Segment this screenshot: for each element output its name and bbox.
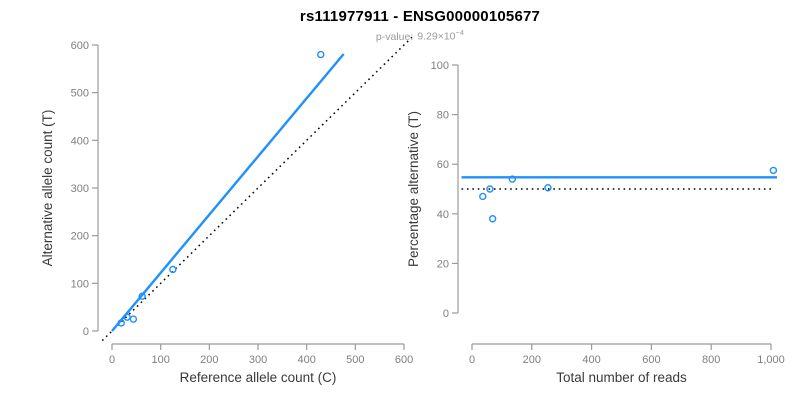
data-point bbox=[138, 292, 146, 300]
data-point bbox=[317, 50, 325, 59]
pvalue-base: 10 bbox=[443, 30, 456, 43]
data-point bbox=[169, 265, 177, 274]
x-tick-label: 400 bbox=[582, 354, 600, 366]
y-tick-label: 500 bbox=[71, 88, 89, 100]
y-axis-title: Percentage alternative (T) bbox=[406, 111, 421, 267]
pct-vs-total-panel: 0 20 40 60 80 100 0 200 400 600 800 1,000 Total numb… bbox=[406, 60, 785, 385]
title-block: rs111977911 - ENSG00000105677 p-value: 9.… bbox=[0, 8, 800, 43]
y-axis-title: Alternative allele count (T) bbox=[40, 110, 55, 267]
data-point bbox=[544, 184, 552, 192]
y-tick-label: 300 bbox=[71, 183, 89, 195]
data-point bbox=[117, 319, 125, 327]
y-tick-label: 200 bbox=[71, 231, 89, 243]
x-tick-label: 500 bbox=[346, 354, 364, 366]
data-point bbox=[769, 166, 778, 175]
y-tick-label: 0 bbox=[443, 308, 449, 320]
y-tick-label: 600 bbox=[71, 40, 89, 52]
data-point bbox=[488, 215, 497, 223]
x-tick-label: 200 bbox=[523, 354, 541, 366]
x-tick-label: 800 bbox=[702, 354, 720, 366]
x-tick-label: 0 bbox=[469, 354, 475, 366]
y-tick-label: 60 bbox=[437, 159, 449, 171]
pvalue-exponent: −4 bbox=[455, 28, 465, 37]
data-point bbox=[508, 175, 517, 183]
pvalue-label: p-value: bbox=[375, 30, 414, 43]
y-tick-label: 100 bbox=[71, 278, 89, 290]
y-tick-label: 80 bbox=[437, 110, 449, 122]
x-tick-label: 400 bbox=[298, 354, 316, 366]
x-tick-label: 600 bbox=[395, 354, 413, 366]
pvalue-subtitle: p-value: 9.29×10−4 bbox=[40, 28, 800, 43]
identity-line bbox=[101, 35, 414, 342]
ref-vs-alt-panel: 0 100 200 300 400 500 600 0 100 200 300 400 500 600 Re… bbox=[40, 35, 414, 385]
y-tick-label: 0 bbox=[83, 326, 89, 338]
x-tick-label: 0 bbox=[109, 354, 115, 366]
x-tick-label: 600 bbox=[642, 354, 660, 366]
plot-title: rs111977911 - ENSG00000105677 bbox=[299, 8, 541, 25]
pvalue-mantissa: 9.29 bbox=[417, 30, 438, 43]
regression-line bbox=[111, 53, 345, 332]
x-tick-label: 100 bbox=[151, 354, 169, 366]
pvalue-multiplier: × bbox=[437, 30, 444, 43]
data-point bbox=[129, 315, 138, 323]
x-axis-title: Total number of reads bbox=[556, 370, 687, 385]
y-tick-label: 40 bbox=[437, 209, 449, 221]
data-point bbox=[479, 192, 487, 201]
x-tick-label: 300 bbox=[249, 354, 267, 366]
x-tick-label: 1,000 bbox=[757, 354, 785, 366]
y-tick-label: 400 bbox=[71, 135, 89, 147]
x-tick-label: 200 bbox=[200, 354, 218, 366]
y-tick-label: 100 bbox=[431, 60, 449, 72]
data-point bbox=[486, 185, 494, 193]
y-tick-label: 20 bbox=[437, 258, 449, 270]
data-point bbox=[123, 313, 131, 321]
x-axis-title: Reference allele count (C) bbox=[180, 370, 337, 385]
